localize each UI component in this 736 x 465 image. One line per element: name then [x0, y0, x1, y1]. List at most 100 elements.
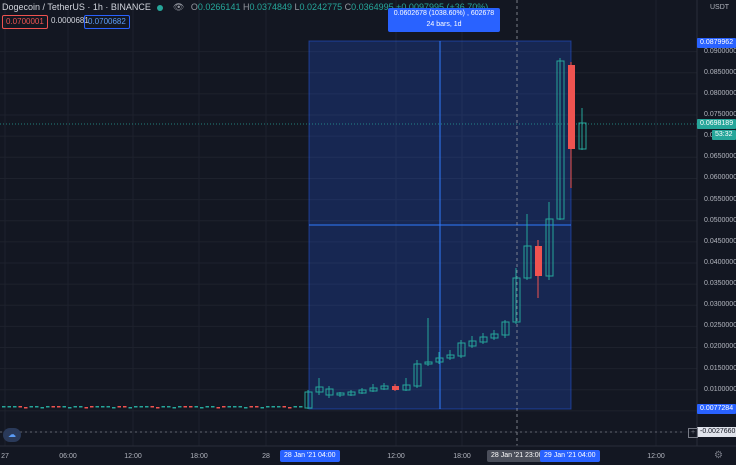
candle: [200, 407, 204, 409]
candle: [145, 406, 149, 408]
price-tick-label: 0.0900000: [704, 47, 736, 55]
candle: [288, 407, 292, 409]
price-tick-label: 0.0500000: [704, 216, 736, 224]
price-tick-label: 0.0250000: [704, 322, 736, 330]
candle: [216, 407, 220, 409]
candle: [84, 407, 88, 409]
market-status-dot: [157, 4, 164, 11]
change-value: +0.0097995 (+36.70%): [396, 2, 489, 12]
measure-tooltip-bars: 24 bars, 1d: [426, 21, 462, 28]
price-tick-label: 0.0350000: [704, 280, 736, 288]
open-value: 0.0266141: [197, 2, 241, 12]
indicator-value-3[interactable]: 0.0700682: [84, 15, 130, 29]
measure-tooltip: 0.0602678 (1038.60%) , 602678 24 bars, 1…: [388, 8, 500, 32]
candle: [139, 406, 143, 408]
price-tick-label: 0.0550000: [704, 195, 736, 203]
candle: [95, 406, 99, 408]
price-tag-last: 0.0698189: [697, 119, 736, 129]
candle-body: [347, 391, 356, 396]
candle: [134, 406, 138, 408]
price-tick-label: 0.0400000: [704, 258, 736, 266]
candle: [51, 406, 55, 408]
candle: [205, 406, 209, 408]
candle-body: [336, 392, 345, 396]
candle: [40, 407, 44, 409]
plus-icon[interactable]: +: [688, 428, 698, 438]
candle-body: [479, 336, 488, 343]
candle: [18, 406, 22, 408]
candle-body: [446, 354, 455, 359]
candle: [73, 406, 77, 408]
candle: [35, 406, 39, 408]
candle: [128, 407, 132, 409]
time-tick-label: 06:00: [59, 453, 77, 460]
candle: [123, 406, 127, 408]
candle: [106, 406, 110, 408]
indicator-value-2: 0.0000681: [51, 16, 89, 25]
candle-body: [402, 384, 411, 391]
candle: [7, 406, 11, 408]
symbol-title[interactable]: Dogecoin / TetherUS · 1h · BINANCE: [2, 2, 151, 12]
price-tick-label: 0.0450000: [704, 237, 736, 245]
candle: [194, 406, 198, 408]
candle: [150, 406, 154, 408]
time-tag-start: 28 Jan '21 04:00: [280, 450, 340, 462]
candle: [293, 406, 297, 408]
indicator-value-1[interactable]: 0.0700001: [2, 15, 48, 29]
open-label: O: [190, 2, 198, 12]
high-label: H: [242, 2, 250, 12]
candle-body: [535, 246, 542, 276]
candle: [255, 406, 259, 408]
close-label: C: [344, 2, 352, 12]
symbol-header: Dogecoin / TetherUS · 1h · BINANCE 👁 O0.…: [2, 2, 488, 13]
high-value: 0.0374849: [249, 2, 293, 12]
candle-body: [490, 333, 499, 339]
candle: [271, 406, 275, 408]
candle: [211, 406, 215, 408]
tradingview-logo-icon[interactable]: ☁: [3, 428, 21, 442]
candle-body: [457, 342, 466, 357]
candle: [46, 406, 50, 408]
candle-body: [424, 361, 433, 365]
candle-body: [545, 218, 554, 277]
candle: [79, 406, 83, 408]
candle-body: [512, 277, 521, 323]
candle: [282, 406, 286, 408]
candle: [178, 406, 182, 408]
eye-icon[interactable]: 👁: [172, 2, 185, 12]
candle: [266, 406, 270, 408]
price-tag-low: 0.0077284: [697, 404, 736, 414]
candle: [101, 406, 105, 408]
candle: [233, 406, 237, 408]
time-tick-label: 18:00: [190, 453, 208, 460]
candle: [62, 406, 66, 408]
price-tick-label: 0.0850000: [704, 68, 736, 76]
price-tick-label: 0.0100000: [704, 385, 736, 393]
price-tick-label: 0.0650000: [704, 153, 736, 161]
price-tick-label: 0.0300000: [704, 301, 736, 309]
candle-body: [369, 387, 378, 392]
price-tick-label: 0.0200000: [704, 343, 736, 351]
candle: [238, 406, 242, 408]
candle: [244, 407, 248, 409]
candle-body: [568, 65, 575, 149]
candle: [57, 406, 61, 408]
candle-body: [304, 391, 313, 409]
candle: [249, 406, 253, 408]
candle: [277, 406, 281, 408]
currency-label[interactable]: USDT: [710, 4, 730, 11]
price-tag-countdown: 53:32: [712, 130, 736, 140]
candle-body: [435, 357, 444, 363]
candle: [29, 406, 33, 408]
time-tag-end: 29 Jan '21 04:00: [540, 450, 600, 462]
candles-group: [2, 58, 587, 409]
candle-body: [556, 60, 565, 220]
gear-icon[interactable]: ⚙: [714, 450, 723, 461]
candle-body: [315, 386, 324, 393]
chart-grid: [0, 0, 697, 446]
low-label: L: [294, 2, 300, 12]
candle: [260, 407, 264, 409]
candle: [2, 406, 6, 408]
candle: [68, 407, 72, 409]
